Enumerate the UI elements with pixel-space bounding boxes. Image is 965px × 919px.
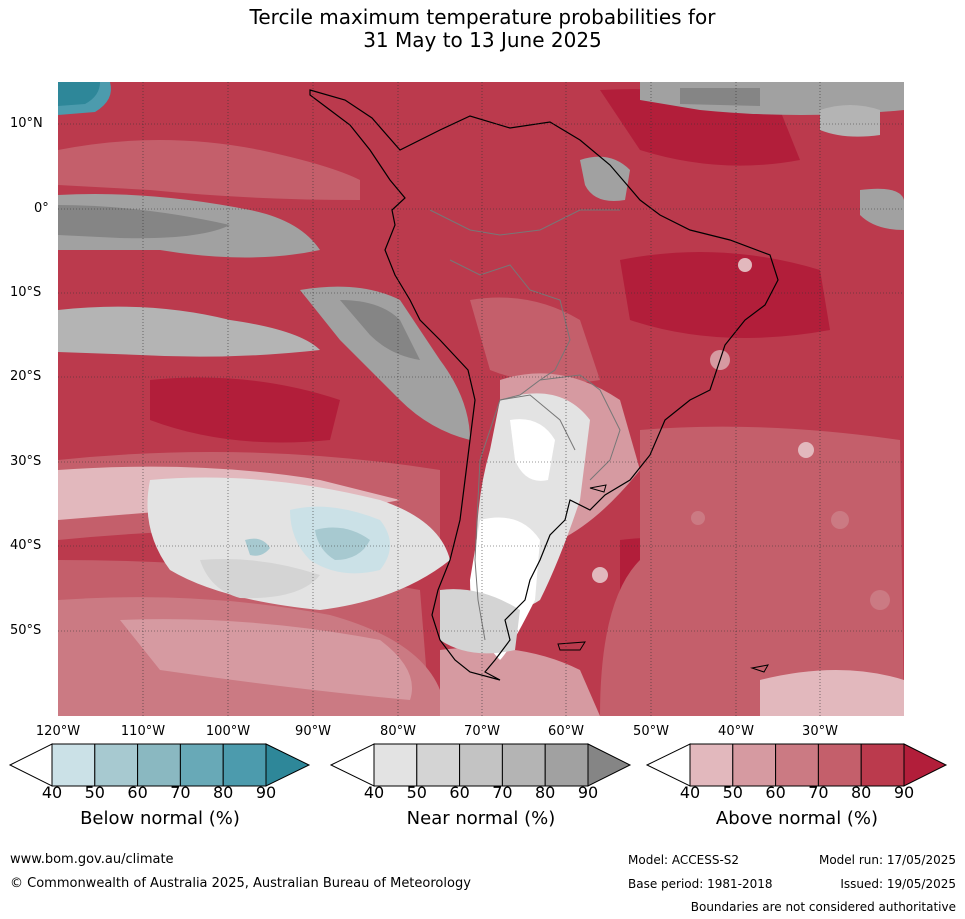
- colorbar-below-tick: 90: [255, 783, 277, 802]
- colorbar-above-label: Above normal (%): [715, 808, 879, 829]
- map-title: Tercile maximum temperature probabilitie…: [0, 6, 965, 52]
- colorbar-below-cell: [137, 743, 181, 787]
- colorbar-near-tick: 80: [535, 783, 556, 802]
- lon-label-30w: 30°W: [802, 724, 838, 739]
- model-name: Model: ACCESS-S2: [628, 853, 740, 867]
- colorbar-above-arrow: [903, 743, 948, 787]
- copyright-text: © Commonwealth of Australia 2025, Austra…: [10, 876, 471, 891]
- website-link[interactable]: www.bom.gov.au/climate: [10, 852, 174, 867]
- lat-label-50s: 50°S: [10, 623, 42, 638]
- colorbar-below-cell: [94, 743, 139, 787]
- colorbar-below-tick: 70: [170, 783, 191, 802]
- colorbar-near-cell: [416, 743, 461, 787]
- colorbar-above-tick: 90: [893, 783, 915, 802]
- colorbar-near-arrow: [587, 743, 632, 787]
- colorbar-below: [8, 743, 311, 787]
- colorbar-near-tick: 50: [406, 783, 427, 802]
- lon-label-110w: 110°W: [120, 724, 166, 739]
- lat-label-20s: 20°S: [10, 369, 42, 384]
- colorbar-below-tick: 40: [41, 783, 63, 802]
- colorbar-below-tick: 80: [213, 783, 234, 802]
- colorbar-above-cell: [732, 743, 777, 787]
- colorbar-near-cell: [373, 743, 418, 787]
- colorbar-near: [329, 743, 632, 787]
- lat-label-10s: 10°S: [10, 285, 42, 300]
- colorbar-below-cell: [179, 743, 224, 787]
- colorbar-above-cell: [689, 743, 734, 787]
- lon-label-50w: 50°W: [633, 724, 669, 739]
- colorbar-near-tick: 60: [449, 783, 470, 802]
- lon-label-90w: 90°W: [295, 724, 331, 739]
- map-field: [58, 82, 904, 716]
- colorbar-near-tick: 40: [363, 783, 385, 802]
- lon-label-80w: 80°W: [380, 724, 416, 739]
- lat-label-10n: 10°N: [10, 116, 43, 131]
- lat-label-30s: 30°S: [10, 454, 42, 469]
- colorbar-near-tick: 90: [577, 783, 599, 802]
- colorbar-above-tick: 40: [679, 783, 701, 802]
- base-period: Base period: 1981-2018: [628, 877, 773, 891]
- lon-label-60w: 60°W: [548, 724, 584, 739]
- colorbar-near-tick: 70: [492, 783, 513, 802]
- colorbar-above-tick: 60: [765, 783, 786, 802]
- colorbar-near-cell: [459, 743, 503, 787]
- lon-label-40w: 40°W: [718, 724, 754, 739]
- colorbar-above-cell: [860, 743, 905, 787]
- lat-label-40s: 40°S: [10, 538, 42, 553]
- colorbar-above-tick: 70: [808, 783, 829, 802]
- title-line-1: Tercile maximum temperature probabilitie…: [249, 5, 716, 29]
- title-line-2: 31 May to 13 June 2025: [363, 28, 602, 52]
- lon-label-120w: 120°W: [35, 724, 81, 739]
- colorbar-below-cell: [51, 743, 96, 787]
- model-run: Model run: 17/05/2025: [818, 853, 956, 867]
- colorbar-below-label: Below normal (%): [80, 808, 240, 829]
- colorbar-near-cell: [544, 743, 589, 787]
- colorbar-near-label: Near normal (%): [406, 808, 556, 829]
- colorbar-below-arrow: [265, 743, 311, 787]
- lat-label-0: 0°: [34, 201, 49, 216]
- boundaries-disclaimer: Boundaries are not considered authoritat…: [690, 900, 956, 914]
- coastline: [309, 89, 779, 681]
- colorbar-above-cell: [817, 743, 862, 787]
- colorbar-above: [645, 743, 948, 787]
- colorbar-above-cell: [775, 743, 819, 787]
- colorbar-below-tick: 60: [127, 783, 148, 802]
- lon-label-70w: 70°W: [464, 724, 500, 739]
- colorbar-below-tick: 50: [84, 783, 105, 802]
- colorbar-above-tick: 50: [722, 783, 743, 802]
- lon-label-100w: 100°W: [205, 724, 251, 739]
- colorbar-near-cell: [501, 743, 546, 787]
- colorbar-below-cell: [222, 743, 267, 787]
- colorbar-above-tick: 80: [851, 783, 872, 802]
- gridlines: [58, 82, 904, 716]
- issued-date: Issued: 19/05/2025: [840, 877, 956, 891]
